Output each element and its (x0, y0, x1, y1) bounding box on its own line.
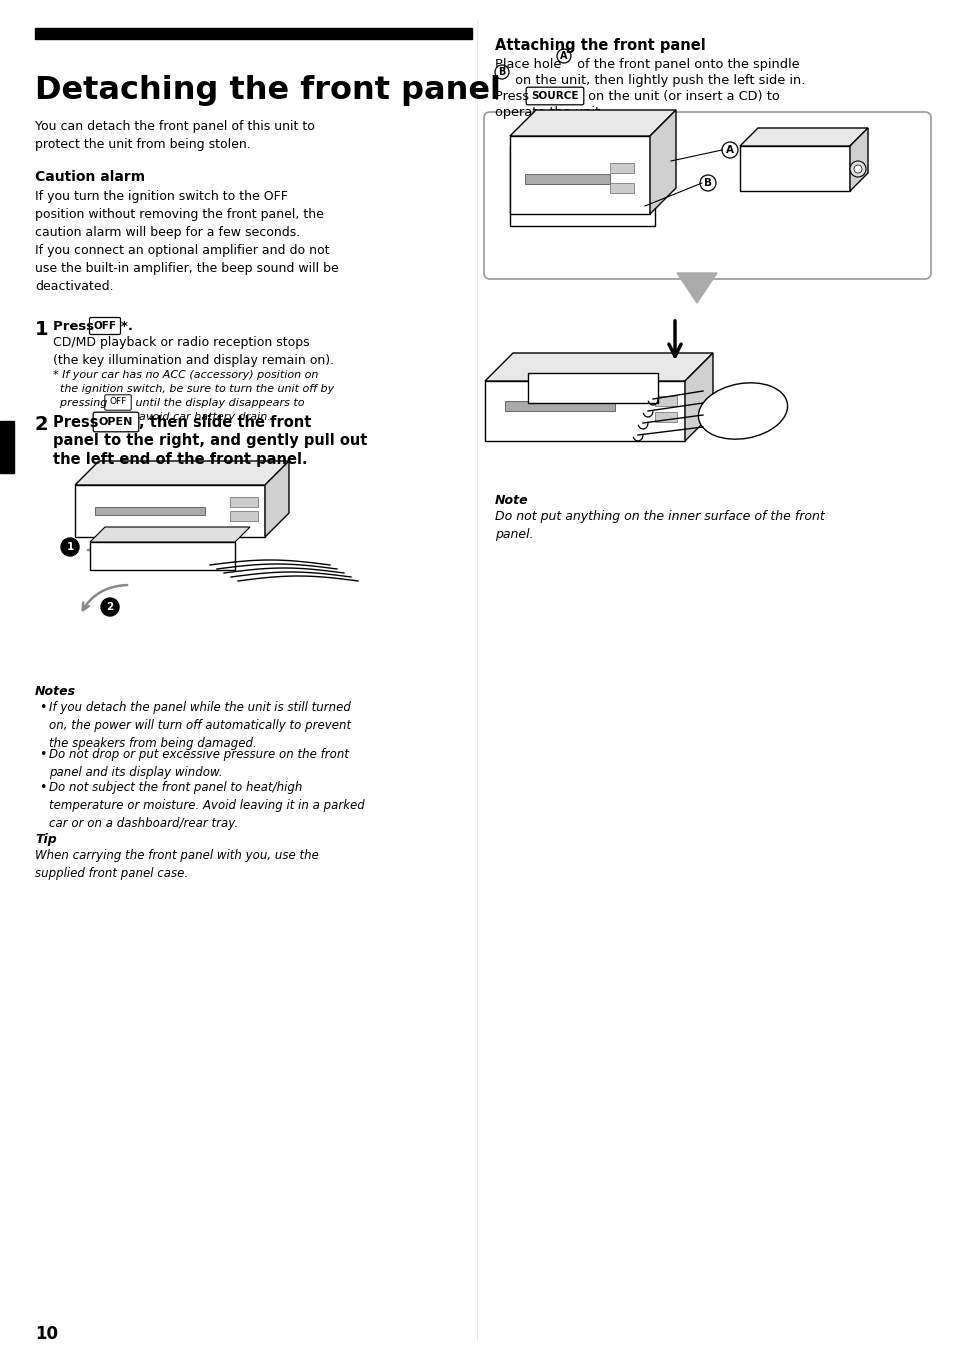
Bar (655, 412, 677, 422)
Text: B: B (703, 178, 711, 188)
Polygon shape (677, 273, 717, 303)
Text: If you detach the panel while the unit is still turned
on, the power will turn o: If you detach the panel while the unit i… (49, 700, 351, 750)
Polygon shape (740, 128, 867, 146)
Text: Do not drop or put excessive pressure on the front
panel and its display window.: Do not drop or put excessive pressure on… (49, 748, 349, 779)
Circle shape (721, 142, 738, 158)
Polygon shape (849, 128, 867, 191)
Text: •: • (39, 781, 47, 794)
Bar (484, 381, 684, 441)
Polygon shape (510, 110, 676, 137)
Text: Place hole: Place hole (495, 58, 565, 72)
Bar (510, 137, 649, 214)
Text: A: A (725, 145, 733, 155)
Text: When carrying the front panel with you, use the
supplied front panel case.: When carrying the front panel with you, … (35, 849, 318, 880)
Text: Do not subject the front panel to heat/high
temperature or moisture. Avoid leavi: Do not subject the front panel to heat/h… (49, 781, 364, 830)
Text: Press: Press (53, 320, 99, 333)
Text: operate the unit.: operate the unit. (495, 105, 603, 119)
Text: 10: 10 (35, 1325, 58, 1343)
Circle shape (557, 49, 571, 64)
Bar (95, 507, 205, 515)
Text: OFF: OFF (110, 397, 127, 407)
Polygon shape (90, 527, 250, 542)
Text: , then slide the front: , then slide the front (139, 415, 311, 430)
Circle shape (495, 65, 509, 78)
Bar (609, 164, 634, 173)
Text: A: A (559, 51, 567, 61)
Bar (524, 174, 609, 184)
Text: panel to the right, and gently pull out: panel to the right, and gently pull out (53, 433, 367, 448)
Text: on the unit, then lightly push the left side in.: on the unit, then lightly push the left … (511, 74, 804, 87)
Text: of the front panel onto the spindle: of the front panel onto the spindle (573, 58, 799, 72)
Bar (0, 420, 14, 473)
Text: until the display disappears to
  avoid car battery drain.: until the display disappears to avoid ca… (132, 397, 304, 422)
Text: OPEN: OPEN (99, 416, 133, 427)
Text: Attaching the front panel: Attaching the front panel (495, 38, 705, 53)
Ellipse shape (698, 383, 787, 439)
Text: 2: 2 (35, 415, 49, 434)
Text: •: • (39, 748, 47, 761)
Bar (35, 28, 472, 39)
Polygon shape (75, 461, 289, 485)
Polygon shape (684, 353, 712, 441)
Text: Detaching the front panel: Detaching the front panel (35, 74, 500, 105)
Text: Notes: Notes (35, 685, 76, 698)
Text: on the unit (or insert a CD) to: on the unit (or insert a CD) to (583, 91, 779, 103)
Bar (740, 146, 849, 191)
Text: Note: Note (495, 493, 528, 507)
Polygon shape (649, 110, 676, 214)
Text: 1: 1 (67, 542, 73, 552)
Polygon shape (265, 461, 289, 537)
Bar (655, 396, 677, 406)
Text: 2: 2 (107, 602, 113, 612)
Text: SOURCE: SOURCE (531, 91, 578, 101)
FancyBboxPatch shape (526, 87, 583, 105)
Circle shape (853, 165, 862, 173)
Text: * If your car has no ACC (accessory) position on
  the ignition switch, be sure : * If your car has no ACC (accessory) pos… (53, 370, 334, 408)
FancyBboxPatch shape (93, 412, 138, 431)
Text: If you turn the ignition switch to the OFF
position without removing the front p: If you turn the ignition switch to the O… (35, 191, 338, 293)
FancyBboxPatch shape (483, 112, 930, 279)
FancyBboxPatch shape (105, 395, 132, 410)
Text: Tip: Tip (35, 833, 56, 846)
Circle shape (849, 161, 865, 177)
Bar (510, 146, 655, 226)
Text: the left end of the front panel.: the left end of the front panel. (53, 452, 307, 466)
Circle shape (101, 598, 119, 617)
Text: B: B (497, 68, 505, 77)
FancyBboxPatch shape (90, 318, 120, 334)
Text: CD/MD playback or radio reception stops
(the key illumination and display remain: CD/MD playback or radio reception stops … (53, 337, 334, 366)
Text: Press: Press (53, 415, 104, 430)
Text: You can detach the front panel of this unit to
protect the unit from being stole: You can detach the front panel of this u… (35, 120, 314, 151)
Bar (75, 485, 265, 537)
Bar (230, 511, 257, 521)
Text: Press: Press (495, 91, 533, 103)
Text: Caution alarm: Caution alarm (35, 170, 145, 184)
Text: OFF: OFF (93, 320, 116, 331)
Circle shape (700, 174, 716, 191)
Text: *.: *. (121, 320, 142, 333)
Bar (609, 183, 634, 193)
Bar (230, 498, 257, 507)
Bar (527, 373, 658, 403)
Circle shape (61, 538, 79, 556)
Polygon shape (484, 353, 712, 381)
Text: 1: 1 (35, 320, 49, 339)
Bar (90, 542, 234, 571)
Text: Do not put anything on the inner surface of the front
panel.: Do not put anything on the inner surface… (495, 510, 824, 541)
Text: •: • (39, 700, 47, 714)
Bar (504, 402, 615, 411)
